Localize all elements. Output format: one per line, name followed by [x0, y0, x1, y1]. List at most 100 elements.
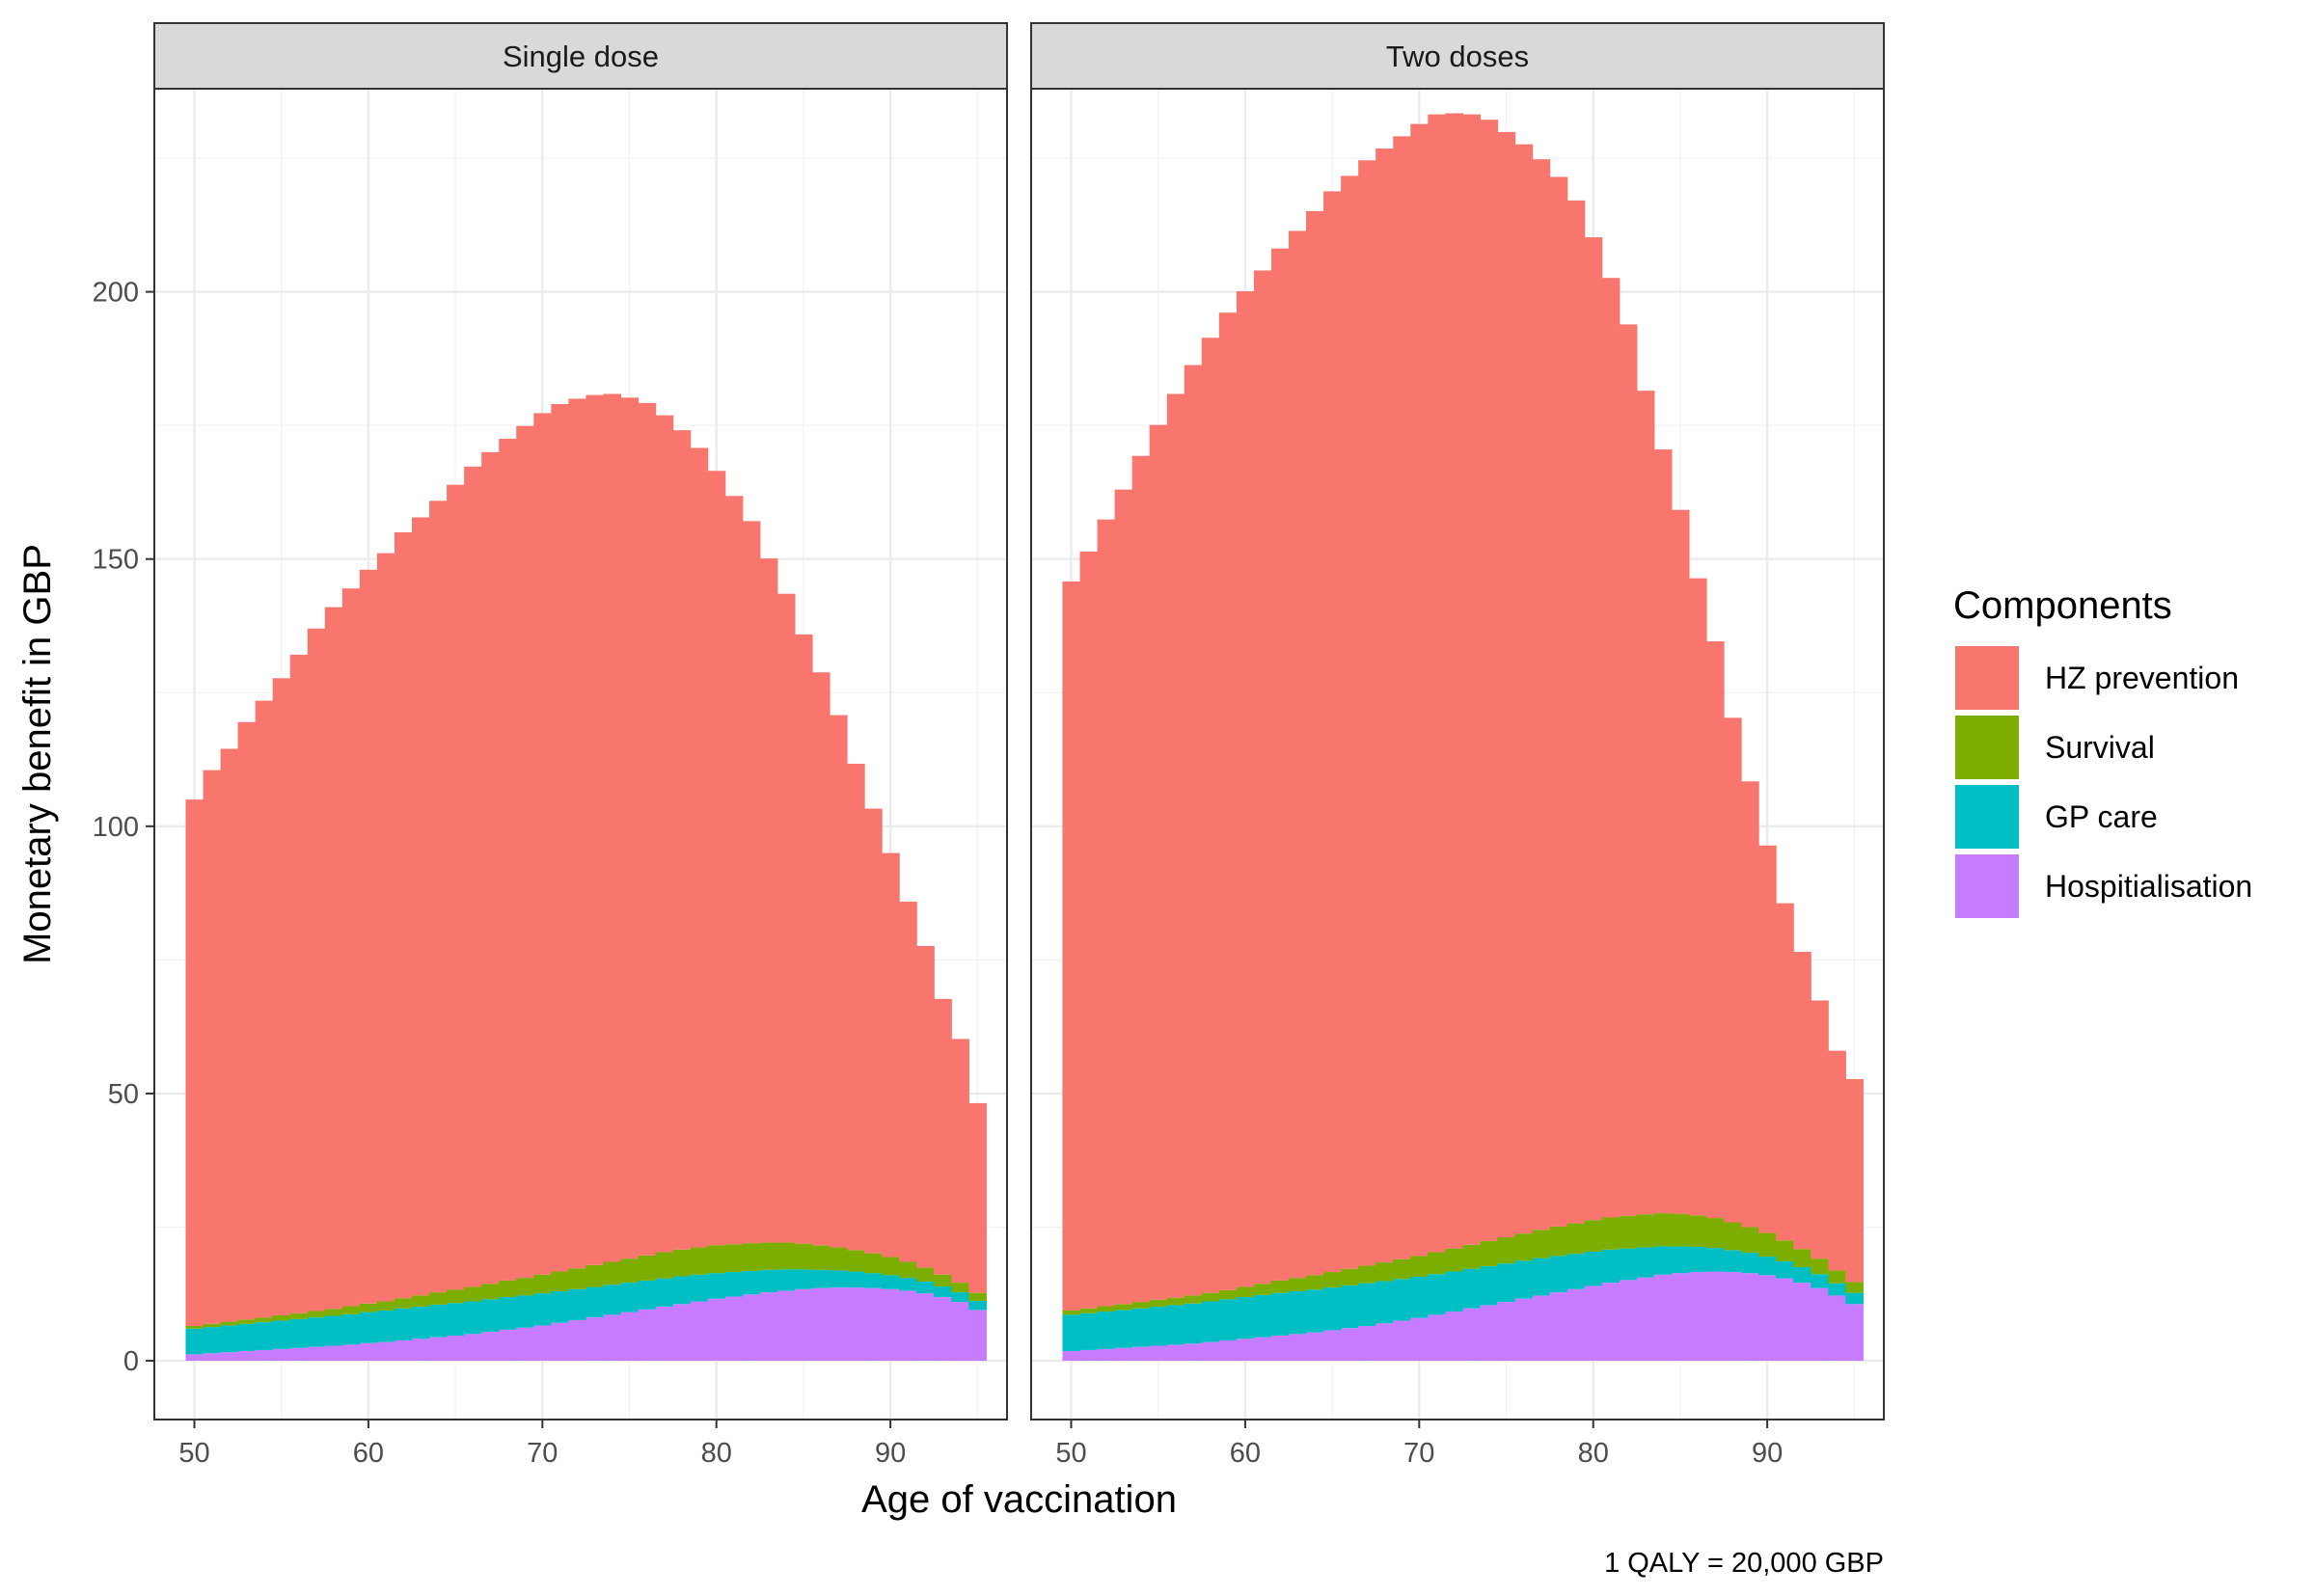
- bar-hospitialisation-age-69: [1393, 1320, 1411, 1362]
- bar-survival-age-64: [1306, 1275, 1324, 1290]
- bar-gp-care-age-78: [1549, 1256, 1568, 1293]
- bar-hospitialisation-age-80: [1584, 1285, 1603, 1362]
- bar-gp-care-age-57: [1184, 1303, 1203, 1344]
- legend-key-hospitialisation: [1955, 854, 2019, 918]
- bar-survival-age-60: [359, 1303, 378, 1312]
- bar-gp-care-age-91: [1776, 1260, 1794, 1279]
- bar-gp-care-age-51: [203, 1327, 222, 1354]
- bar-hz-prevention-age-89: [864, 808, 883, 1254]
- bar-gp-care-age-80: [1584, 1251, 1603, 1286]
- y-tick-label: 200: [93, 278, 139, 309]
- bar-gp-care-age-64: [1306, 1289, 1324, 1333]
- x-tick-label: 70: [527, 1438, 558, 1469]
- y-axis-title: Monetary benefit in GBP: [16, 544, 59, 964]
- bar-hospitialisation-age-72: [568, 1319, 587, 1362]
- bar-hz-prevention-age-86: [1688, 578, 1707, 1216]
- bar-gp-care-age-52: [1097, 1312, 1116, 1349]
- bar-hz-prevention-age-61: [1253, 270, 1272, 1285]
- bar-survival-age-70: [1410, 1256, 1429, 1278]
- bar-gp-care-age-61: [1253, 1294, 1272, 1338]
- bar-survival-age-57: [1184, 1295, 1203, 1304]
- bar-hospitialisation-age-91: [899, 1290, 917, 1362]
- bar-hz-prevention-age-69: [516, 425, 534, 1279]
- bar-survival-age-80: [1584, 1220, 1603, 1252]
- bar-survival-age-82: [1619, 1215, 1638, 1249]
- bar-hz-prevention-age-77: [1532, 159, 1551, 1231]
- bar-hz-prevention-age-62: [394, 532, 413, 1299]
- bar-hospitialisation-age-59: [341, 1344, 361, 1362]
- bar-hospitialisation-age-71: [1428, 1314, 1446, 1362]
- bar-hz-prevention-age-78: [1549, 176, 1568, 1227]
- bar-hz-prevention-age-55: [272, 678, 291, 1315]
- bar-hz-prevention-age-54: [1131, 455, 1151, 1303]
- bar-hospitialisation-age-74: [1480, 1305, 1499, 1362]
- bar-survival-age-50: [185, 1326, 204, 1329]
- bar-gp-care-age-63: [412, 1307, 430, 1339]
- bar-gp-care-age-89: [1741, 1253, 1759, 1274]
- bar-hospitialisation-age-53: [237, 1351, 257, 1362]
- bar-hz-prevention-age-56: [289, 654, 309, 1313]
- bar-hz-prevention-age-87: [829, 715, 848, 1248]
- bar-hospitialisation-age-83: [759, 1292, 778, 1362]
- bar-survival-age-75: [620, 1258, 640, 1284]
- bar-gp-care-age-55: [272, 1320, 291, 1349]
- bar-hospitialisation-age-85: [1671, 1273, 1690, 1362]
- bar-hospitialisation-age-91: [1776, 1278, 1794, 1362]
- bar-hospitialisation-age-71: [551, 1322, 569, 1362]
- bar-survival-age-65: [447, 1289, 465, 1304]
- bar-hospitialisation-age-62: [1270, 1335, 1290, 1362]
- bar-gp-care-age-54: [1131, 1308, 1151, 1347]
- bar-hospitialisation-age-58: [1201, 1341, 1220, 1362]
- bar-survival-age-61: [1253, 1284, 1272, 1295]
- bar-survival-age-85: [1671, 1213, 1690, 1247]
- bar-hz-prevention-age-51: [203, 770, 222, 1324]
- x-tick-label: 60: [353, 1438, 384, 1469]
- bar-gp-care-age-74: [603, 1285, 622, 1315]
- bar-gp-care-age-62: [1270, 1292, 1290, 1336]
- bar-survival-age-89: [1741, 1227, 1759, 1254]
- bar-hz-prevention-age-65: [1323, 191, 1342, 1273]
- bar-hz-prevention-age-83: [1636, 391, 1655, 1215]
- bar-hz-prevention-age-71: [1428, 114, 1446, 1253]
- bar-gp-care-age-85: [1671, 1246, 1690, 1274]
- bar-survival-age-79: [1566, 1223, 1586, 1255]
- bar-hz-prevention-age-51: [1079, 551, 1099, 1309]
- x-tick-label: 80: [701, 1438, 732, 1469]
- bar-hz-prevention-age-88: [847, 763, 865, 1251]
- bar-survival-age-92: [1793, 1249, 1811, 1268]
- bar-gp-care-age-90: [1758, 1256, 1777, 1276]
- bar-gp-care-age-67: [481, 1299, 500, 1333]
- bar-gp-care-age-51: [1079, 1312, 1099, 1350]
- bar-hospitialisation-age-94: [951, 1302, 969, 1362]
- bar-hospitialisation-age-76: [638, 1309, 657, 1362]
- bar-survival-age-56: [289, 1312, 309, 1319]
- bar-hospitialisation-age-81: [1601, 1283, 1620, 1362]
- bar-gp-care-age-54: [255, 1322, 274, 1350]
- bar-gp-care-age-59: [341, 1313, 361, 1345]
- bar-gp-care-age-76: [638, 1280, 657, 1310]
- bar-hospitialisation-age-66: [464, 1334, 482, 1362]
- bar-survival-age-51: [203, 1323, 222, 1328]
- bar-hospitialisation-age-90: [882, 1288, 900, 1362]
- bar-survival-age-51: [1079, 1308, 1099, 1313]
- bar-gp-care-age-62: [394, 1308, 413, 1340]
- bar-hospitialisation-age-67: [481, 1332, 500, 1362]
- bar-hz-prevention-age-55: [1149, 424, 1168, 1300]
- bar-hz-prevention-age-50: [185, 799, 204, 1327]
- bar-survival-age-53: [237, 1319, 257, 1324]
- bar-survival-age-95: [1845, 1282, 1864, 1293]
- bar-gp-care-age-85: [794, 1269, 813, 1289]
- bar-hospitialisation-age-86: [1688, 1272, 1707, 1362]
- bar-hz-prevention-age-93: [1811, 1000, 1829, 1259]
- bar-survival-age-54: [1131, 1302, 1151, 1309]
- bar-survival-age-63: [412, 1295, 430, 1308]
- bar-gp-care-age-71: [551, 1290, 569, 1323]
- bar-survival-age-86: [811, 1245, 831, 1270]
- bar-hospitialisation-age-50: [185, 1354, 204, 1362]
- bar-hz-prevention-age-84: [1653, 449, 1673, 1214]
- y-tick-label: 150: [93, 545, 139, 576]
- bar-gp-care-age-53: [1114, 1310, 1133, 1348]
- bar-hospitialisation-age-81: [724, 1296, 744, 1362]
- bar-hz-prevention-age-73: [1462, 114, 1482, 1245]
- bar-gp-care-age-58: [324, 1315, 343, 1346]
